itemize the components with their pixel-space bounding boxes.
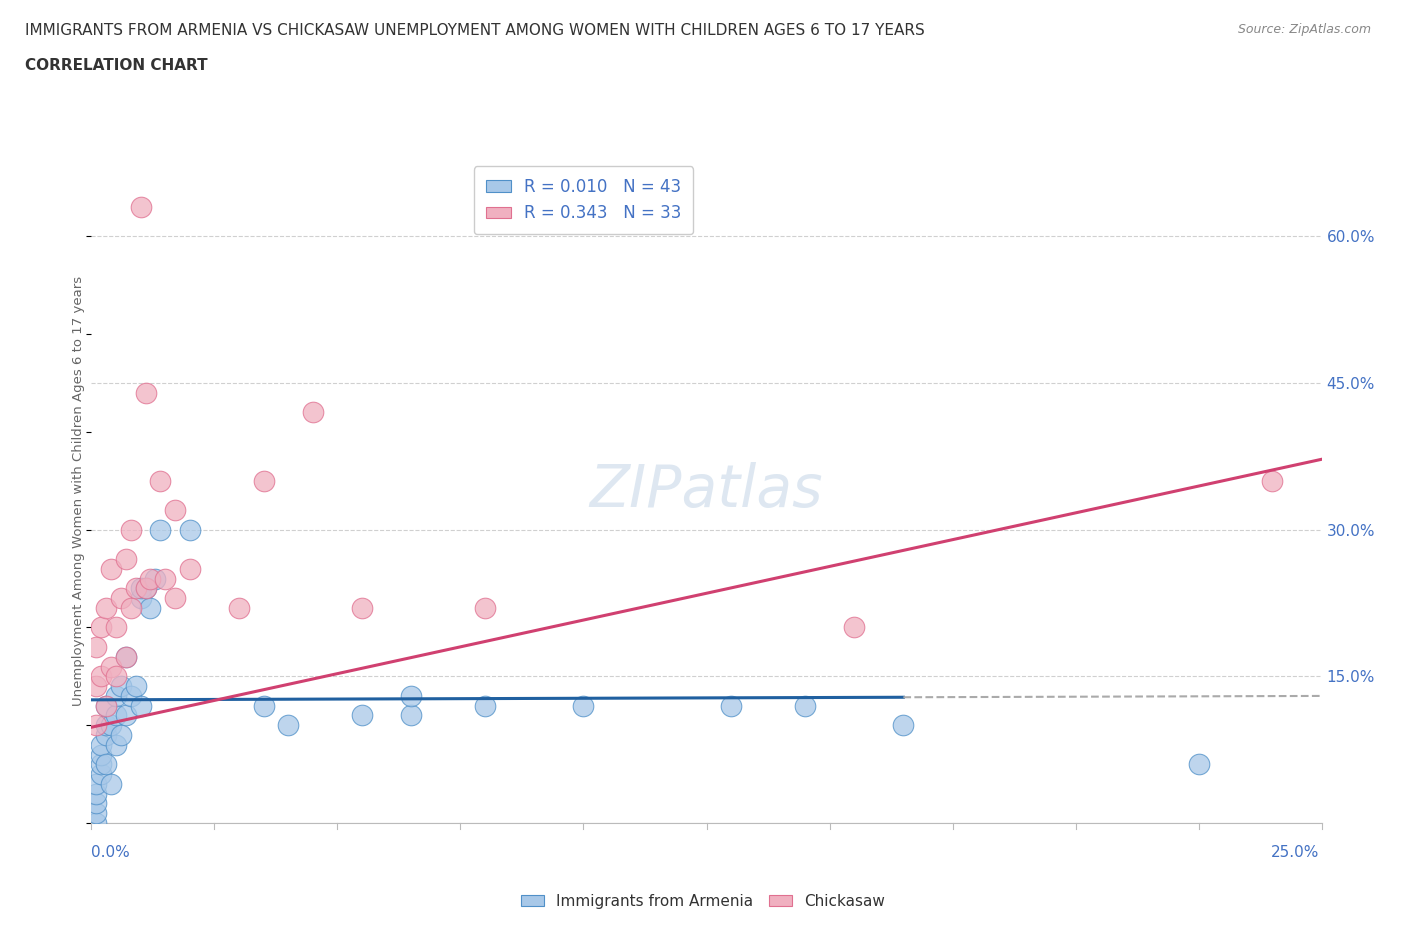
Point bbox=[100, 659, 122, 674]
Point bbox=[114, 551, 138, 566]
Point bbox=[179, 562, 201, 577]
Point bbox=[129, 698, 152, 713]
Point bbox=[96, 698, 117, 713]
Point bbox=[228, 601, 250, 616]
Point bbox=[153, 571, 177, 586]
Point bbox=[90, 669, 112, 684]
Point bbox=[90, 757, 112, 772]
Point bbox=[90, 747, 112, 762]
Text: IMMIGRANTS FROM ARMENIA VS CHICKASAW UNEMPLOYMENT AMONG WOMEN WITH CHILDREN AGES: IMMIGRANTS FROM ARMENIA VS CHICKASAW UNE… bbox=[25, 23, 925, 38]
Point bbox=[352, 708, 374, 723]
Text: 25.0%: 25.0% bbox=[1271, 845, 1319, 860]
Point bbox=[135, 385, 156, 400]
Point bbox=[96, 601, 117, 616]
Point bbox=[891, 718, 914, 733]
Point bbox=[124, 581, 146, 596]
Point bbox=[139, 571, 162, 586]
Point bbox=[114, 649, 138, 664]
Point bbox=[86, 679, 108, 694]
Point bbox=[135, 581, 156, 596]
Point bbox=[129, 591, 152, 605]
Point bbox=[96, 757, 117, 772]
Point bbox=[86, 816, 108, 830]
Point bbox=[90, 737, 112, 752]
Point bbox=[135, 581, 156, 596]
Text: CORRELATION CHART: CORRELATION CHART bbox=[25, 58, 208, 73]
Text: 0.0%: 0.0% bbox=[91, 845, 131, 860]
Point bbox=[277, 718, 299, 733]
Point bbox=[90, 766, 112, 781]
Text: ZIPatlas: ZIPatlas bbox=[589, 462, 824, 519]
Legend: Immigrants from Armenia, Chickasaw: Immigrants from Armenia, Chickasaw bbox=[515, 888, 891, 915]
Point bbox=[86, 640, 108, 655]
Point bbox=[399, 708, 422, 723]
Point bbox=[129, 581, 152, 596]
Legend: R = 0.010   N = 43, R = 0.343   N = 33: R = 0.010 N = 43, R = 0.343 N = 33 bbox=[474, 166, 693, 234]
Point bbox=[842, 620, 865, 635]
Point bbox=[105, 688, 127, 703]
Point bbox=[399, 688, 422, 703]
Point bbox=[105, 708, 127, 723]
Point bbox=[120, 523, 142, 538]
Point bbox=[86, 805, 108, 820]
Point bbox=[100, 718, 122, 733]
Point bbox=[120, 688, 142, 703]
Point bbox=[86, 796, 108, 811]
Point bbox=[145, 571, 166, 586]
Point bbox=[474, 601, 496, 616]
Point bbox=[720, 698, 742, 713]
Point bbox=[474, 698, 496, 713]
Point bbox=[86, 777, 108, 791]
Point bbox=[149, 473, 172, 488]
Point bbox=[139, 601, 162, 616]
Point bbox=[149, 523, 172, 538]
Point bbox=[105, 737, 127, 752]
Point bbox=[124, 679, 146, 694]
Point bbox=[179, 523, 201, 538]
Point bbox=[96, 698, 117, 713]
Point bbox=[110, 679, 132, 694]
Point bbox=[301, 405, 323, 419]
Point bbox=[120, 601, 142, 616]
Point bbox=[352, 601, 374, 616]
Point bbox=[1187, 757, 1209, 772]
Point bbox=[572, 698, 595, 713]
Point bbox=[114, 649, 138, 664]
Point bbox=[1261, 473, 1284, 488]
Point bbox=[86, 786, 108, 801]
Point bbox=[110, 591, 132, 605]
Text: Source: ZipAtlas.com: Source: ZipAtlas.com bbox=[1237, 23, 1371, 36]
Point bbox=[110, 727, 132, 742]
Point bbox=[253, 698, 276, 713]
Point bbox=[100, 562, 122, 577]
Point bbox=[96, 727, 117, 742]
Point bbox=[163, 503, 186, 518]
Point bbox=[114, 708, 138, 723]
Point bbox=[163, 591, 186, 605]
Point bbox=[129, 200, 152, 215]
Point bbox=[105, 669, 127, 684]
Point bbox=[100, 777, 122, 791]
Point bbox=[105, 620, 127, 635]
Point bbox=[793, 698, 815, 713]
Point bbox=[253, 473, 276, 488]
Y-axis label: Unemployment Among Women with Children Ages 6 to 17 years: Unemployment Among Women with Children A… bbox=[72, 275, 84, 706]
Point bbox=[90, 620, 112, 635]
Point bbox=[86, 718, 108, 733]
Point bbox=[96, 718, 117, 733]
